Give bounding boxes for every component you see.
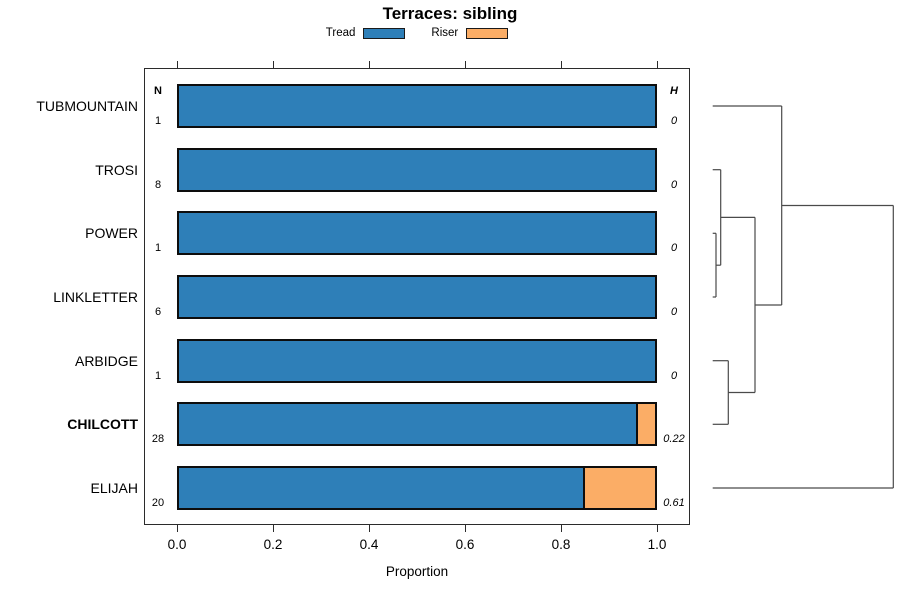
axis-tick-bottom — [656, 525, 658, 532]
legend-swatch-tread — [363, 27, 406, 39]
category-label: TROSI — [95, 161, 138, 178]
n-value: 1 — [154, 242, 162, 255]
axis-tick-label: 0.0 — [167, 537, 187, 552]
category-label: LINKLETTER — [53, 289, 138, 305]
h-value: 0 — [670, 242, 678, 255]
category-label: POWER — [85, 225, 138, 242]
category-label: CHILCOTT — [67, 416, 138, 433]
legend-label-tread: Tread — [325, 27, 356, 39]
category-label: ELIJAH — [90, 480, 138, 497]
legend-item-tread: Tread — [326, 27, 406, 39]
axis-tick-bottom — [368, 525, 370, 532]
n-value: 6 — [154, 306, 162, 318]
h-column-header: H — [670, 85, 678, 97]
bar-segment-tread — [177, 338, 657, 383]
axis-tick-top — [560, 61, 562, 68]
bar-row — [177, 275, 657, 319]
bar-row — [177, 402, 657, 447]
axis-tick-label: 0.6 — [455, 537, 475, 552]
axis-tick-top — [464, 61, 466, 68]
axis-tick-label: 1.0 — [647, 537, 667, 552]
bar-row — [177, 211, 657, 256]
axis-tick-label: 0.8 — [551, 537, 571, 552]
category-label: ARBIDGE — [74, 352, 138, 369]
n-value: 1 — [154, 369, 162, 382]
x-axis-title: Proportion — [385, 564, 449, 579]
bar-row — [177, 466, 657, 511]
bar-segment-tread — [177, 275, 657, 319]
axis-tick-top — [176, 61, 178, 68]
legend-swatch-riser — [466, 27, 509, 39]
n-value: 1 — [154, 115, 162, 127]
n-value: 20 — [151, 497, 165, 510]
bar-row — [177, 84, 657, 128]
bar-segment-tread — [177, 84, 657, 128]
bar-segment-riser — [583, 466, 657, 511]
legend: Tread Riser — [144, 25, 690, 41]
axis-tick-top — [656, 61, 658, 68]
bar-segment-riser — [635, 402, 657, 447]
h-value: 0 — [670, 369, 678, 382]
axis-tick-bottom — [176, 525, 178, 532]
chart-title: Terraces: sibling — [382, 4, 518, 23]
n-column-header: N — [154, 85, 162, 97]
legend-item-riser: Riser — [431, 27, 509, 39]
h-value: 0 — [670, 306, 678, 318]
axis-tick-bottom — [272, 525, 274, 532]
axis-tick-label: 0.4 — [359, 537, 379, 552]
category-label: TUBMOUNTAIN — [36, 98, 138, 114]
axis-tick-top — [368, 61, 370, 68]
n-value: 8 — [154, 178, 162, 191]
bar-segment-tread — [177, 466, 585, 511]
n-value: 28 — [151, 433, 165, 446]
bar-row — [177, 338, 657, 383]
h-value: 0 — [670, 115, 678, 127]
legend-label-riser: Riser — [431, 27, 459, 39]
bar-row — [177, 147, 657, 192]
axis-tick-label: 0.2 — [263, 537, 283, 552]
h-value: 0.22 — [663, 433, 685, 446]
h-value: 0 — [670, 178, 678, 191]
bar-segment-tread — [177, 211, 657, 256]
axis-tick-bottom — [464, 525, 466, 532]
bar-segment-tread — [177, 147, 657, 192]
axis-tick-top — [272, 61, 274, 68]
bar-segment-tread — [177, 402, 638, 447]
axis-tick-bottom — [560, 525, 562, 532]
h-value: 0.61 — [663, 497, 685, 510]
